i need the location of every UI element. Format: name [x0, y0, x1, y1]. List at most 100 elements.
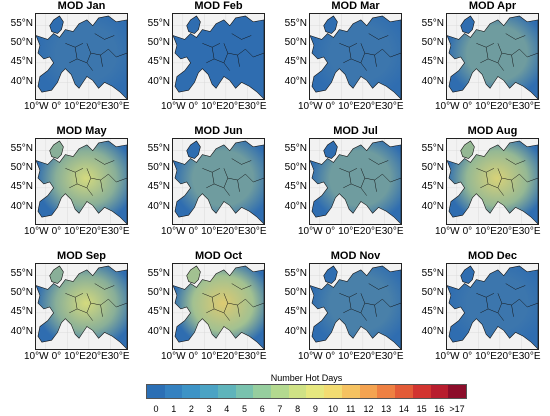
- panel-title: MOD May: [56, 125, 107, 137]
- colorbar-tick-label: 4: [224, 404, 230, 414]
- lon-label: 20°E: [359, 351, 382, 362]
- lon-label: 10°W: [161, 226, 186, 237]
- europe-map: [36, 14, 127, 99]
- lon-label: 10°E: [201, 351, 223, 362]
- lat-label: 55°N: [421, 143, 444, 154]
- lon-label: 10°E: [201, 101, 223, 112]
- lon-label: 0°: [325, 101, 336, 112]
- lat-label: 40°N: [284, 326, 307, 337]
- europe-map: [173, 14, 264, 99]
- panel-title: MOD Jan: [57, 0, 106, 12]
- europe-map: [173, 139, 264, 224]
- lon-labels: 10°W 0° 10°E20°E30°E: [24, 226, 134, 237]
- lat-label: 55°N: [421, 18, 444, 29]
- lat-label: 40°N: [421, 326, 444, 337]
- europe-map: [447, 264, 538, 349]
- lon-label: 30°E: [244, 226, 267, 237]
- lon-label: 30°E: [518, 351, 541, 362]
- panel-title: MOD Jun: [194, 125, 243, 137]
- lat-label: 40°N: [147, 326, 170, 337]
- map-panel: MOD Mar 55°N 50°N 45°N 40°N 10°W 0° 10°E20°E30°…: [274, 0, 404, 118]
- lat-label: 40°N: [421, 201, 444, 212]
- british-isles: [460, 15, 475, 34]
- colorbar-swatch: [147, 385, 165, 398]
- lat-label: 55°N: [147, 143, 170, 154]
- country-borders: [202, 158, 264, 196]
- colorbar-swatch: [306, 385, 325, 398]
- mainland: [310, 265, 401, 349]
- lat-label: 50°N: [284, 37, 307, 48]
- lon-label: 10°W: [435, 226, 460, 237]
- lon-label: 30°E: [381, 226, 404, 237]
- colorbar-tick-label: 11: [346, 404, 356, 414]
- colorbar-tick-label: 12: [363, 404, 374, 414]
- lon-label: 10°E: [338, 226, 360, 237]
- colorbar-ticks: 0 1 2 3 4 5 6 7 8 9 10 11 12 13 14 15 16 >17: [146, 404, 467, 415]
- lat-label: 45°N: [147, 181, 170, 192]
- colorbar-tick-label: 2: [188, 404, 194, 414]
- lat-label: 50°N: [421, 162, 444, 173]
- lat-label: 50°N: [284, 162, 307, 173]
- colorbar-tick-label: 14: [398, 404, 409, 414]
- lat-label: 55°N: [284, 268, 307, 279]
- british-isles: [323, 15, 338, 34]
- map-panel: MOD Dec 55°N 50°N 45°N 40°N 10°W 0° 10°E20°E30°…: [411, 250, 541, 368]
- lon-label: 10°W: [435, 101, 460, 112]
- europe-map: [36, 139, 127, 224]
- colorbar-tick-label: 16: [434, 404, 445, 414]
- lat-label: 55°N: [284, 18, 307, 29]
- colorbar-tick-label: 5: [242, 404, 248, 414]
- lon-label: 10°E: [338, 101, 360, 112]
- lat-label: 45°N: [284, 181, 307, 192]
- country-borders: [65, 158, 127, 196]
- country-borders: [476, 283, 538, 321]
- british-isles: [323, 265, 338, 284]
- lon-label: 10°E: [475, 226, 497, 237]
- map-panel: MOD Nov 55°N 50°N 45°N 40°N 10°W 0° 10°E20°E30°…: [274, 250, 404, 368]
- lat-label: 40°N: [147, 201, 170, 212]
- panel-title: MOD Feb: [194, 0, 243, 12]
- mainland: [36, 140, 127, 224]
- lon-label: 20°E: [359, 226, 382, 237]
- lon-label: 0°: [462, 226, 473, 237]
- lat-label: 40°N: [421, 76, 444, 87]
- mainland: [173, 15, 264, 99]
- country-borders: [65, 283, 127, 321]
- mainland: [447, 15, 538, 99]
- colorbar-swatch: [164, 385, 183, 398]
- british-isles: [186, 15, 201, 34]
- colorbar-tick-label: 8: [295, 404, 301, 414]
- mainland: [310, 15, 401, 99]
- lat-label: 45°N: [421, 181, 444, 192]
- map-area: [309, 13, 402, 100]
- europe-map: [447, 14, 538, 99]
- panel-title: MOD Aug: [467, 125, 518, 137]
- lat-label: 45°N: [284, 56, 307, 67]
- panel-title: MOD Dec: [468, 250, 517, 262]
- lon-label: 20°E: [222, 351, 245, 362]
- colorbar-tick-label: 9: [312, 404, 318, 414]
- lon-label: 20°E: [85, 226, 108, 237]
- colorbar-tick-label: 1: [171, 404, 177, 414]
- panel-title: MOD Jul: [333, 125, 378, 137]
- colorbar-swatch: [271, 385, 289, 398]
- lon-label: 10°W: [298, 351, 323, 362]
- colorbar-tick-label: >17: [449, 404, 465, 414]
- colorbar-tick-label: 7: [277, 404, 283, 414]
- mainland: [173, 265, 264, 349]
- lat-label: 40°N: [284, 201, 307, 212]
- lat-label: 40°N: [10, 76, 33, 87]
- lon-label: 30°E: [244, 351, 267, 362]
- colorbar-swatch: [395, 385, 413, 398]
- colorbar-swatch: [324, 385, 342, 398]
- country-borders: [202, 283, 264, 321]
- lat-label: 45°N: [421, 56, 444, 67]
- british-isles: [460, 265, 475, 284]
- lon-labels: 10°W 0° 10°E20°E30°E: [298, 351, 408, 362]
- lon-label: 20°E: [496, 351, 519, 362]
- country-borders: [65, 33, 127, 71]
- map-panel: MOD Jan 55°N 50°N 45°N 40°N 10°W 0° 10°E20°E30°…: [0, 0, 130, 118]
- map-panel: MOD Feb 55°N 50°N 45°N 40°N 10°W 0° 10°E20°E30°…: [137, 0, 267, 118]
- lat-label: 45°N: [147, 306, 170, 317]
